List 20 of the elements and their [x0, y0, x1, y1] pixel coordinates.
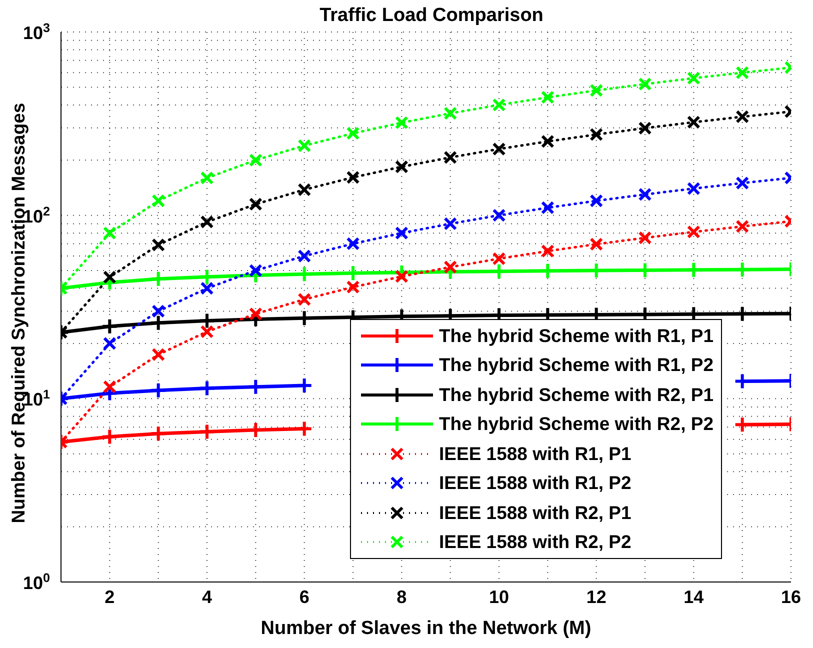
y-tick-label: 10$^{3}$ [22, 21, 50, 43]
legend-label: IEEE 1588 with R1, P1 [439, 442, 632, 465]
legend-label: IEEE 1588 with R2, P2 [439, 531, 632, 554]
x-tick-label: 8 [396, 586, 407, 607]
x-axis-title: Number of Slaves in the Network (M) [260, 618, 592, 639]
legend-label: The hybrid Scheme with R1, P2 [439, 354, 714, 376]
x-tick-label: 10 [488, 586, 510, 607]
x-tick-label: 6 [299, 586, 310, 607]
y-tick-label: 10$^{0}$ [22, 571, 50, 593]
chart-title: Traffic Load Comparison [318, 5, 544, 26]
x-tick-label: 14 [684, 586, 704, 607]
legend-label: The hybrid Scheme with R1, P1 [439, 324, 714, 347]
x-tick-label: 2 [104, 586, 115, 607]
x-tick-label: 4 [202, 586, 212, 607]
legend-label: IEEE 1588 with R2, P1 [439, 502, 632, 524]
legend-label: The hybrid Scheme with R2, P2 [439, 413, 714, 436]
x-tick-label: 12 [586, 586, 606, 607]
legend-label: The hybrid Scheme with R2, P1 [439, 384, 714, 406]
x-tick-label: 16 [780, 586, 802, 607]
legend-label: IEEE 1588 with R1, P2 [439, 472, 632, 494]
